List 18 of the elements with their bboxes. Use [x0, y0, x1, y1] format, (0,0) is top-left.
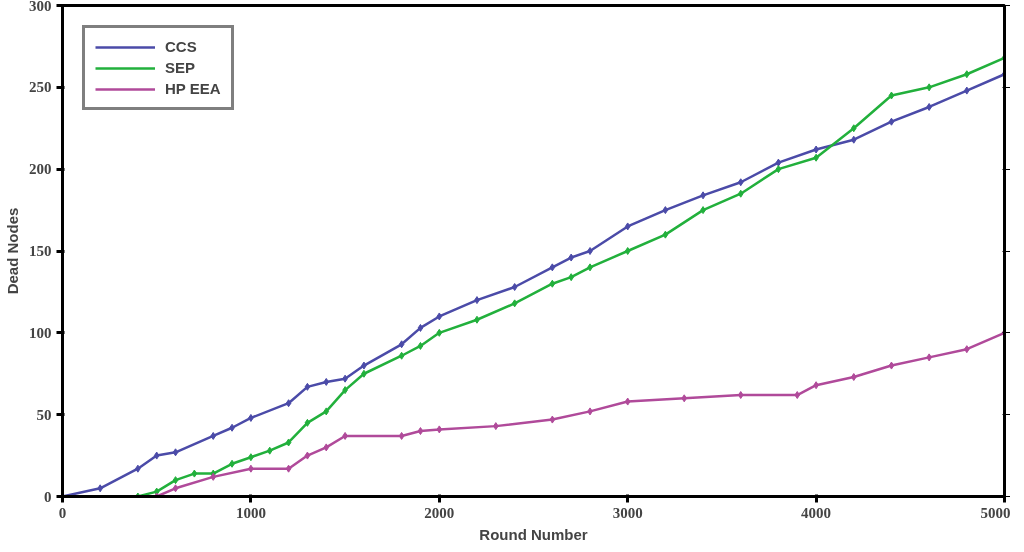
legend-label: HP EEA — [165, 80, 221, 97]
y-tick-label: 100 — [29, 324, 52, 341]
x-axis-title: Round Number — [479, 525, 588, 543]
y-tick-label: 200 — [29, 161, 52, 178]
legend-label: SEP — [165, 59, 196, 76]
y-axis-title: Dead Nodes — [4, 207, 21, 295]
x-tick-label: 1000 — [235, 504, 266, 521]
y-tick-label: 50 — [36, 406, 52, 423]
x-tick-label: 3000 — [612, 504, 643, 521]
x-tick-label: 5000 — [980, 504, 1011, 521]
y-tick-label: 250 — [29, 79, 52, 96]
y-tick-label: 0 — [44, 488, 52, 505]
x-tick-label: 0 — [58, 504, 67, 521]
y-tick-label: 150 — [29, 243, 52, 259]
legend-label: CCS — [165, 38, 197, 55]
x-tick-label: 2000 — [424, 504, 455, 521]
y-tick-label: 300 — [29, 0, 52, 14]
x-tick-label: 4000 — [801, 504, 832, 521]
